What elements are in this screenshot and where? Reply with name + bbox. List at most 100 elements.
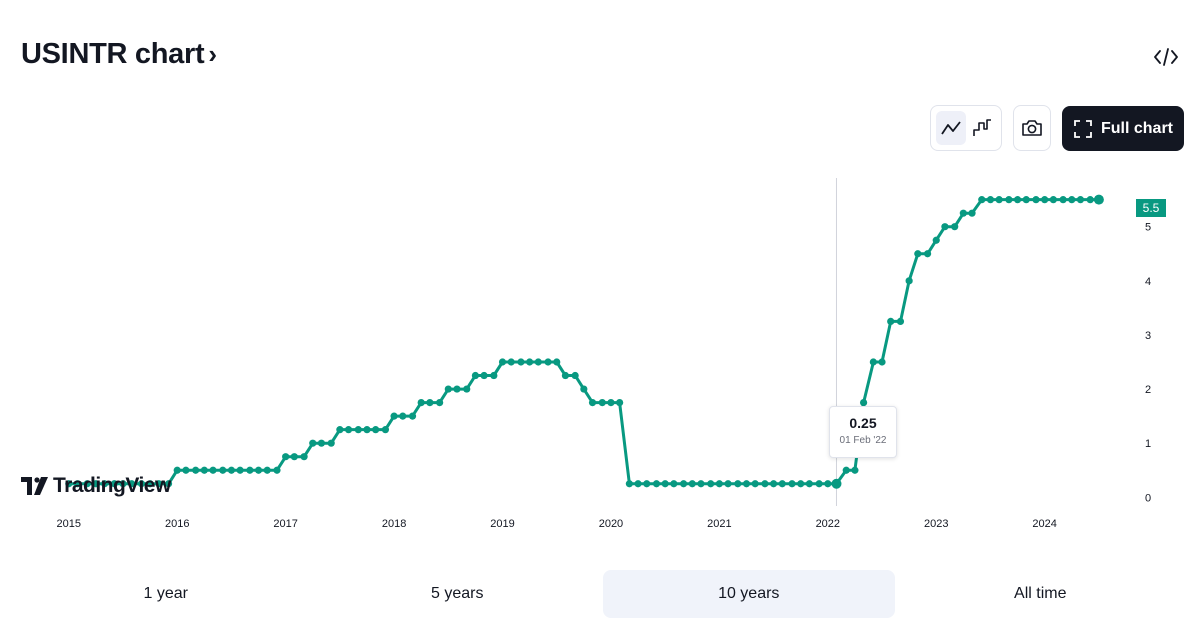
- data-point: [110, 480, 118, 488]
- data-point: [453, 385, 461, 393]
- y-tick-label: 4: [1145, 276, 1151, 288]
- data-point: [688, 480, 696, 488]
- data-point: [607, 398, 615, 407]
- camera-icon: [1022, 120, 1042, 136]
- data-point: [317, 439, 326, 447]
- x-tick-label: 2018: [382, 518, 406, 530]
- x-tick-label: 2023: [924, 518, 948, 530]
- chevron-right-icon[interactable]: ›: [208, 39, 217, 69]
- data-point: [408, 412, 417, 420]
- y-tick-label: 3: [1145, 330, 1151, 342]
- y-tick-label: 0: [1145, 492, 1151, 504]
- step-line-icon: [972, 119, 991, 136]
- screenshot-button[interactable]: [1013, 105, 1051, 151]
- x-tick-label: 2022: [816, 518, 840, 530]
- data-point: [526, 358, 534, 366]
- data-point: [254, 466, 263, 474]
- data-point: [978, 196, 986, 204]
- embed-code-icon[interactable]: [1154, 46, 1178, 68]
- last-value-badge: 5.5: [1136, 199, 1166, 217]
- data-point: [951, 223, 959, 231]
- x-tick-label: 2024: [1032, 518, 1056, 530]
- data-point: [146, 480, 154, 488]
- full-chart-label[interactable]: Full chart: [1100, 119, 1173, 137]
- data-point: [580, 385, 588, 393]
- tradingview-logo-icon: [21, 477, 48, 495]
- step-line-style-button[interactable]: [967, 111, 997, 145]
- data-point: [1049, 196, 1057, 204]
- range-5-years[interactable]: 5 years: [431, 585, 484, 602]
- x-tick-label: 2020: [599, 518, 623, 530]
- data-point: [670, 480, 678, 488]
- data-point: [697, 480, 705, 488]
- range-all-time[interactable]: All time: [1014, 585, 1067, 602]
- data-point: [236, 466, 244, 474]
- data-point: [327, 439, 335, 447]
- data-point: [1032, 196, 1040, 204]
- data-point: [905, 277, 913, 285]
- chart-style-toggle: [930, 105, 1002, 151]
- data-point: [1059, 196, 1067, 204]
- tradingview-logo-text: TradingView: [53, 474, 171, 497]
- data-point: [959, 209, 967, 217]
- data-point: [652, 480, 661, 488]
- data-point: [426, 398, 434, 407]
- tooltip-date: 01 Feb '22: [839, 435, 887, 446]
- data-point: [1068, 196, 1076, 204]
- data-point: [986, 196, 995, 204]
- data-point: [100, 480, 109, 488]
- data-point: [227, 466, 236, 474]
- data-point: [164, 480, 173, 488]
- data-point: [561, 371, 570, 380]
- line-style-button[interactable]: [935, 111, 966, 145]
- data-point: [200, 466, 208, 474]
- data-point: [381, 426, 390, 434]
- data-point: [65, 480, 73, 488]
- data-point: [182, 466, 190, 474]
- data-point: [588, 398, 597, 407]
- time-range-selector: 1 year 5 years 10 years All time: [20, 570, 1186, 618]
- last-point: [1093, 194, 1104, 205]
- range-1-year[interactable]: 1 year: [143, 585, 188, 602]
- data-point: [417, 398, 425, 407]
- tooltip-value: 0.25: [849, 415, 877, 431]
- x-tick-label: 2015: [57, 518, 81, 530]
- data-point: [680, 480, 688, 488]
- data-point: [444, 385, 452, 393]
- x-tick-label: 2021: [707, 518, 731, 530]
- data-point: [616, 398, 624, 407]
- data-point: [282, 453, 290, 461]
- data-point: [290, 453, 298, 461]
- data-point: [73, 480, 82, 488]
- data-point: [372, 426, 380, 434]
- data-point: [155, 480, 163, 488]
- y-tick-label: 2: [1145, 384, 1151, 396]
- data-point: [724, 480, 732, 488]
- chart-title-text[interactable]: USINTR chart: [21, 38, 205, 70]
- data-point: [128, 480, 136, 488]
- data-point: [1076, 196, 1085, 204]
- data-point: [941, 223, 949, 231]
- crosshair-point: [831, 478, 842, 489]
- data-point: [734, 480, 742, 488]
- data-point: [300, 453, 308, 461]
- data-point: [968, 209, 976, 217]
- full-chart-button[interactable]: Full chart: [1062, 106, 1184, 151]
- data-point: [715, 480, 723, 488]
- data-point: [643, 480, 651, 488]
- x-tick-label: 2019: [490, 518, 514, 530]
- data-point: [797, 480, 805, 488]
- data-point: [859, 398, 868, 407]
- data-point: [507, 358, 515, 366]
- data-point: [896, 317, 905, 326]
- data-point: [761, 480, 769, 488]
- data-point: [246, 466, 254, 474]
- data-point: [887, 317, 895, 326]
- data-point: [1013, 196, 1022, 204]
- data-point: [995, 196, 1003, 204]
- chart-title[interactable]: USINTR chart ›: [21, 38, 217, 71]
- line-chart-icon: [940, 121, 961, 135]
- data-point: [137, 480, 146, 488]
- range-10-years[interactable]: 10 years: [603, 570, 895, 618]
- chart-area[interactable]: 2015 2016 2017 2018 2019 2020 2021 2022 2023 2024…: [0, 170, 1200, 540]
